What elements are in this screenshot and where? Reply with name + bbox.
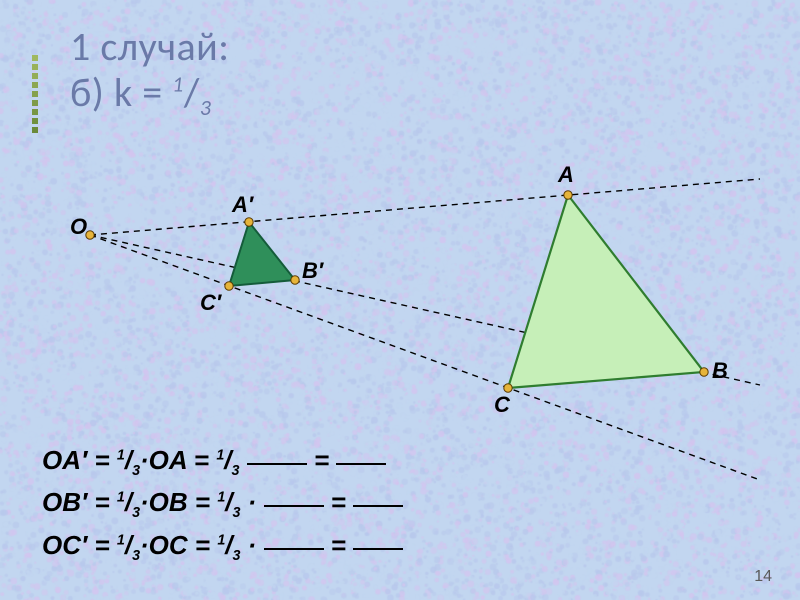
label-o: O xyxy=(70,214,87,240)
title-line-2: б) k = 1/3 xyxy=(70,68,211,117)
label-bp: B′ xyxy=(302,258,323,284)
slide: 1 случай:б) k = 1/3 O A′ B′ C′ A B C OA′… xyxy=(0,0,800,600)
title-line-1: 1 случай: xyxy=(70,22,229,71)
ray-oa xyxy=(90,179,760,235)
formula-line-1: OA′ = 1/3·OA = 1/3 = xyxy=(42,440,403,482)
label-a: A xyxy=(558,162,574,188)
label-cp: C′ xyxy=(200,290,221,316)
point-a xyxy=(564,191,572,199)
page-number: 14 xyxy=(754,568,772,586)
triangle-apbpcp xyxy=(229,222,295,286)
formula-line-2: OB′ = 1/3·OB = 1/3 · = xyxy=(42,482,403,524)
point-bp xyxy=(291,276,299,284)
formulas-block: OA′ = 1/3·OA = 1/3 = OB′ = 1/3·OB = 1/3 … xyxy=(42,440,403,567)
label-b: B xyxy=(712,358,728,384)
label-ap: A′ xyxy=(232,192,253,218)
point-cp xyxy=(225,282,233,290)
point-ap xyxy=(245,218,253,226)
point-c xyxy=(504,384,512,392)
point-b xyxy=(700,368,708,376)
label-c: C xyxy=(494,392,510,418)
triangle-abc xyxy=(508,195,704,388)
slide-title: 1 случай:б) k = 1/3 xyxy=(70,24,229,120)
formula-line-3: OC′ = 1/3·OC = 1/3 · = xyxy=(42,525,403,567)
